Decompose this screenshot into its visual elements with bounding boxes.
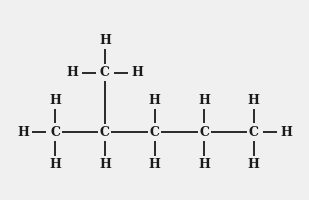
Text: H: H: [131, 66, 143, 79]
Text: H: H: [280, 126, 292, 139]
Text: H: H: [99, 158, 111, 171]
Text: C: C: [249, 126, 259, 139]
Text: H: H: [149, 94, 160, 106]
Text: C: C: [100, 66, 110, 79]
Text: H: H: [49, 158, 61, 171]
Text: H: H: [67, 66, 78, 79]
Text: H: H: [17, 126, 29, 139]
Text: C: C: [50, 126, 60, 139]
Text: H: H: [198, 94, 210, 106]
Text: H: H: [49, 94, 61, 106]
Text: H: H: [248, 158, 260, 171]
Text: H: H: [248, 94, 260, 106]
Text: C: C: [199, 126, 209, 139]
Text: C: C: [150, 126, 159, 139]
Text: H: H: [99, 34, 111, 47]
Text: C: C: [100, 126, 110, 139]
Text: H: H: [149, 158, 160, 171]
Text: H: H: [198, 158, 210, 171]
